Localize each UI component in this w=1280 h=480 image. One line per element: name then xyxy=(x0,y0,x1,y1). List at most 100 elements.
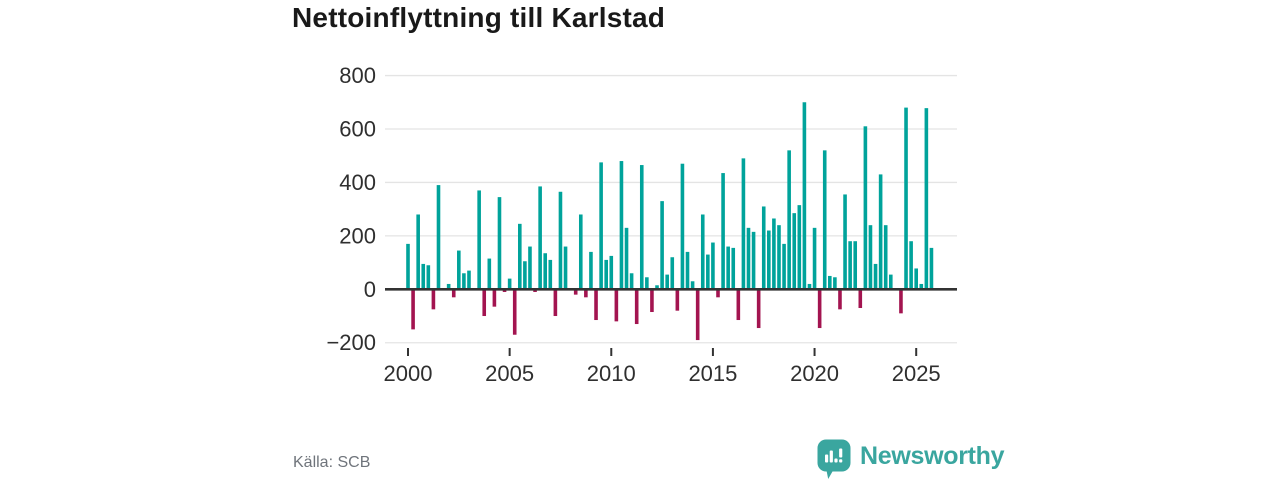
bar-98 xyxy=(904,107,908,290)
bar-62 xyxy=(721,173,725,290)
bar-88 xyxy=(853,241,858,290)
bar-9 xyxy=(451,289,456,298)
bar-8 xyxy=(446,283,451,290)
bar-47 xyxy=(645,277,649,290)
bar-58 xyxy=(700,214,705,290)
bar-82 xyxy=(822,150,827,290)
bar-22 xyxy=(518,223,522,290)
bar-3 xyxy=(421,263,426,290)
bar-52 xyxy=(670,257,675,290)
bar-68 xyxy=(751,231,756,290)
bar-24 xyxy=(528,246,532,290)
bar-48 xyxy=(650,289,654,313)
bar-69 xyxy=(756,289,761,329)
bar-55 xyxy=(685,251,690,290)
bar-44 xyxy=(629,273,634,290)
bar-76 xyxy=(792,213,797,290)
bar-84 xyxy=(833,277,837,290)
bar-37 xyxy=(594,289,598,321)
bar-28 xyxy=(548,259,553,290)
bar-0 xyxy=(406,243,410,290)
bar-41 xyxy=(614,289,619,322)
bar-94 xyxy=(883,225,888,290)
bar-77 xyxy=(797,205,802,290)
y-axis-label-0: 0 xyxy=(364,277,376,302)
bar-6 xyxy=(436,185,441,290)
bar-53 xyxy=(675,289,680,311)
bar-87 xyxy=(848,241,852,290)
bar-50 xyxy=(660,201,664,290)
y-axis-label-800: 800 xyxy=(339,63,376,88)
bar-40 xyxy=(609,255,614,290)
bar-70 xyxy=(761,206,766,290)
x-axis-label-2010: 2010 xyxy=(587,361,636,386)
bar-54 xyxy=(680,163,685,290)
bar-49 xyxy=(655,285,659,290)
bar-2 xyxy=(416,214,420,290)
bar-63 xyxy=(726,246,730,290)
bar-33 xyxy=(573,289,578,295)
bar-80 xyxy=(812,227,817,290)
y-axis-label-400: 400 xyxy=(339,170,376,195)
newsworthy-logo[interactable]: Newsworthy xyxy=(816,438,1005,480)
x-axis-label-2025: 2025 xyxy=(892,361,941,386)
bar-38 xyxy=(599,162,603,290)
bar-86 xyxy=(843,194,847,290)
bar-12 xyxy=(467,270,471,290)
chart-title: Nettoinflyttning till Karlstad xyxy=(292,2,666,33)
bar-97 xyxy=(899,289,903,314)
bar-36 xyxy=(589,251,593,290)
bar-39 xyxy=(604,259,608,290)
bar-89 xyxy=(858,289,863,309)
bar-75 xyxy=(787,150,791,290)
bar-92 xyxy=(873,263,878,290)
source-note: Källa: SCB xyxy=(293,454,371,471)
bar-79 xyxy=(807,283,812,290)
bar-26 xyxy=(538,186,542,290)
bar-56 xyxy=(690,281,695,290)
bar-31 xyxy=(563,246,568,290)
bar-45 xyxy=(634,289,639,325)
bar-99 xyxy=(909,241,913,290)
bar-81 xyxy=(817,289,822,329)
bar-90 xyxy=(863,126,868,290)
x-axis-label-2015: 2015 xyxy=(688,361,737,386)
x-axis-label-2005: 2005 xyxy=(485,361,534,386)
bar-30 xyxy=(558,191,563,290)
bar-91 xyxy=(868,225,873,290)
bar-42 xyxy=(619,161,624,290)
bar-4 xyxy=(426,265,431,290)
bar-85 xyxy=(838,289,842,310)
y-axis-label-200: 200 xyxy=(339,223,376,248)
bar-15 xyxy=(482,289,487,317)
bar-78 xyxy=(802,102,807,290)
bar-19 xyxy=(502,289,507,292)
bar-65 xyxy=(736,289,741,321)
bar-17 xyxy=(492,289,497,307)
bar-18 xyxy=(497,197,502,290)
bar-14 xyxy=(477,190,481,290)
bar-73 xyxy=(777,225,781,290)
x-axis-label-2000: 2000 xyxy=(384,361,433,386)
bar-23 xyxy=(523,261,527,290)
bar-57 xyxy=(695,289,700,341)
bar-1 xyxy=(411,289,415,330)
bar-43 xyxy=(624,227,629,290)
bar-71 xyxy=(767,230,771,290)
bar-66 xyxy=(741,158,746,290)
bar-46 xyxy=(639,165,644,290)
x-axis-label-2020: 2020 xyxy=(790,361,839,386)
bar-95 xyxy=(888,274,893,290)
bar-34 xyxy=(578,214,583,290)
bar-29 xyxy=(553,289,558,317)
y-axis-label--200: −200 xyxy=(326,330,376,355)
bar-67 xyxy=(746,227,751,290)
bar-16 xyxy=(487,258,492,290)
bar-93 xyxy=(878,174,883,290)
bar-74 xyxy=(782,243,786,290)
bar-20 xyxy=(507,278,512,290)
bar-35 xyxy=(584,289,588,298)
bar-101 xyxy=(919,283,924,290)
bar-102 xyxy=(924,108,929,290)
